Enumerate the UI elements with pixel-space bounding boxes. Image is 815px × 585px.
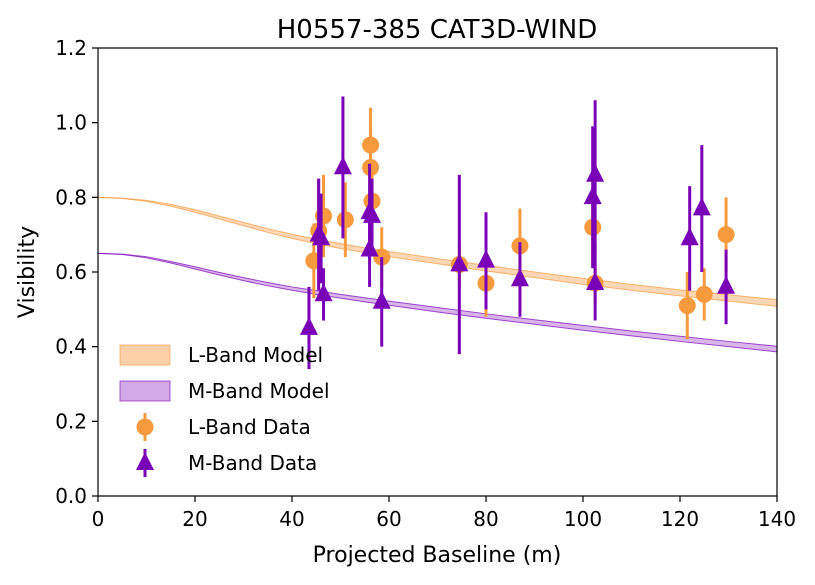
legend: L-Band Model M-Band Model L-Band Data M-Ban… bbox=[119, 343, 330, 477]
m-model-band bbox=[98, 253, 777, 352]
m-band-data-point bbox=[717, 275, 736, 294]
legend-swatch-m-model bbox=[119, 380, 171, 402]
legend-label: L-Band Model bbox=[188, 343, 323, 367]
m-band-data-point bbox=[583, 186, 602, 205]
data-points bbox=[299, 96, 736, 370]
m-band-data-point bbox=[363, 204, 382, 223]
x-tick-label: 120 bbox=[661, 507, 699, 531]
x-tick-label: 100 bbox=[564, 507, 602, 531]
legend-label: L-Band Data bbox=[188, 415, 311, 439]
m-band-data-point bbox=[510, 268, 529, 287]
x-tick-label: 140 bbox=[758, 507, 796, 531]
l-band-data-point bbox=[717, 226, 735, 244]
chart-title: H0557-385 CAT3D-WIND bbox=[277, 15, 598, 45]
m-band-data-point bbox=[680, 227, 699, 246]
legend-marker-l-data bbox=[136, 418, 154, 436]
x-tick-label: 80 bbox=[473, 507, 498, 531]
x-tick-label: 0 bbox=[92, 507, 105, 531]
y-tick-label: 1.0 bbox=[55, 111, 87, 135]
m-band-data-point bbox=[477, 249, 495, 268]
l-model-lower-line bbox=[97, 196, 778, 307]
x-tick-label: 60 bbox=[376, 507, 401, 531]
m-band-data-point bbox=[299, 316, 318, 335]
y-tick-label: 1.2 bbox=[55, 36, 87, 60]
m-model-lower-line bbox=[97, 252, 778, 353]
m-band-data-point bbox=[450, 253, 469, 272]
x-tick-label: 20 bbox=[182, 507, 207, 531]
y-tick-label: 0.8 bbox=[55, 185, 87, 209]
m-band-data-point bbox=[586, 163, 605, 182]
m-band-data-point bbox=[360, 238, 379, 257]
legend-swatch-l-model bbox=[119, 344, 171, 366]
y-tick-label: 0.0 bbox=[55, 484, 87, 508]
l-band-data-point bbox=[336, 211, 354, 229]
m-band-data-point bbox=[586, 272, 605, 291]
m-band-data-point bbox=[372, 290, 391, 309]
legend-label: M-Band Model bbox=[188, 379, 330, 403]
m-band-data-point bbox=[333, 156, 352, 175]
x-axis-label: Projected Baseline (m) bbox=[313, 543, 562, 568]
y-tick-label: 0.6 bbox=[55, 260, 87, 284]
m-band-data-point bbox=[314, 283, 333, 302]
y-tick-label: 0.4 bbox=[55, 335, 87, 359]
x-tick-label: 40 bbox=[279, 507, 304, 531]
legend-label: M-Band Data bbox=[188, 451, 317, 475]
m-band-data-point bbox=[692, 197, 711, 216]
l-band-data-point bbox=[695, 285, 713, 303]
m-band-data-point bbox=[312, 227, 331, 246]
legend-marker-m-data bbox=[136, 452, 154, 470]
l-band-data-point bbox=[678, 297, 696, 315]
y-tick-label: 0.2 bbox=[55, 409, 87, 433]
l-model-upper-line bbox=[97, 196, 778, 301]
model-bands bbox=[97, 196, 778, 353]
m-model-upper-line bbox=[97, 252, 778, 347]
axes: 0 20 40 60 80 100 120 140 0.0 0.2 0.4 0.6 0.8 1.0 1.2 bbox=[55, 36, 796, 531]
y-axis-label: Visibility bbox=[15, 226, 40, 318]
